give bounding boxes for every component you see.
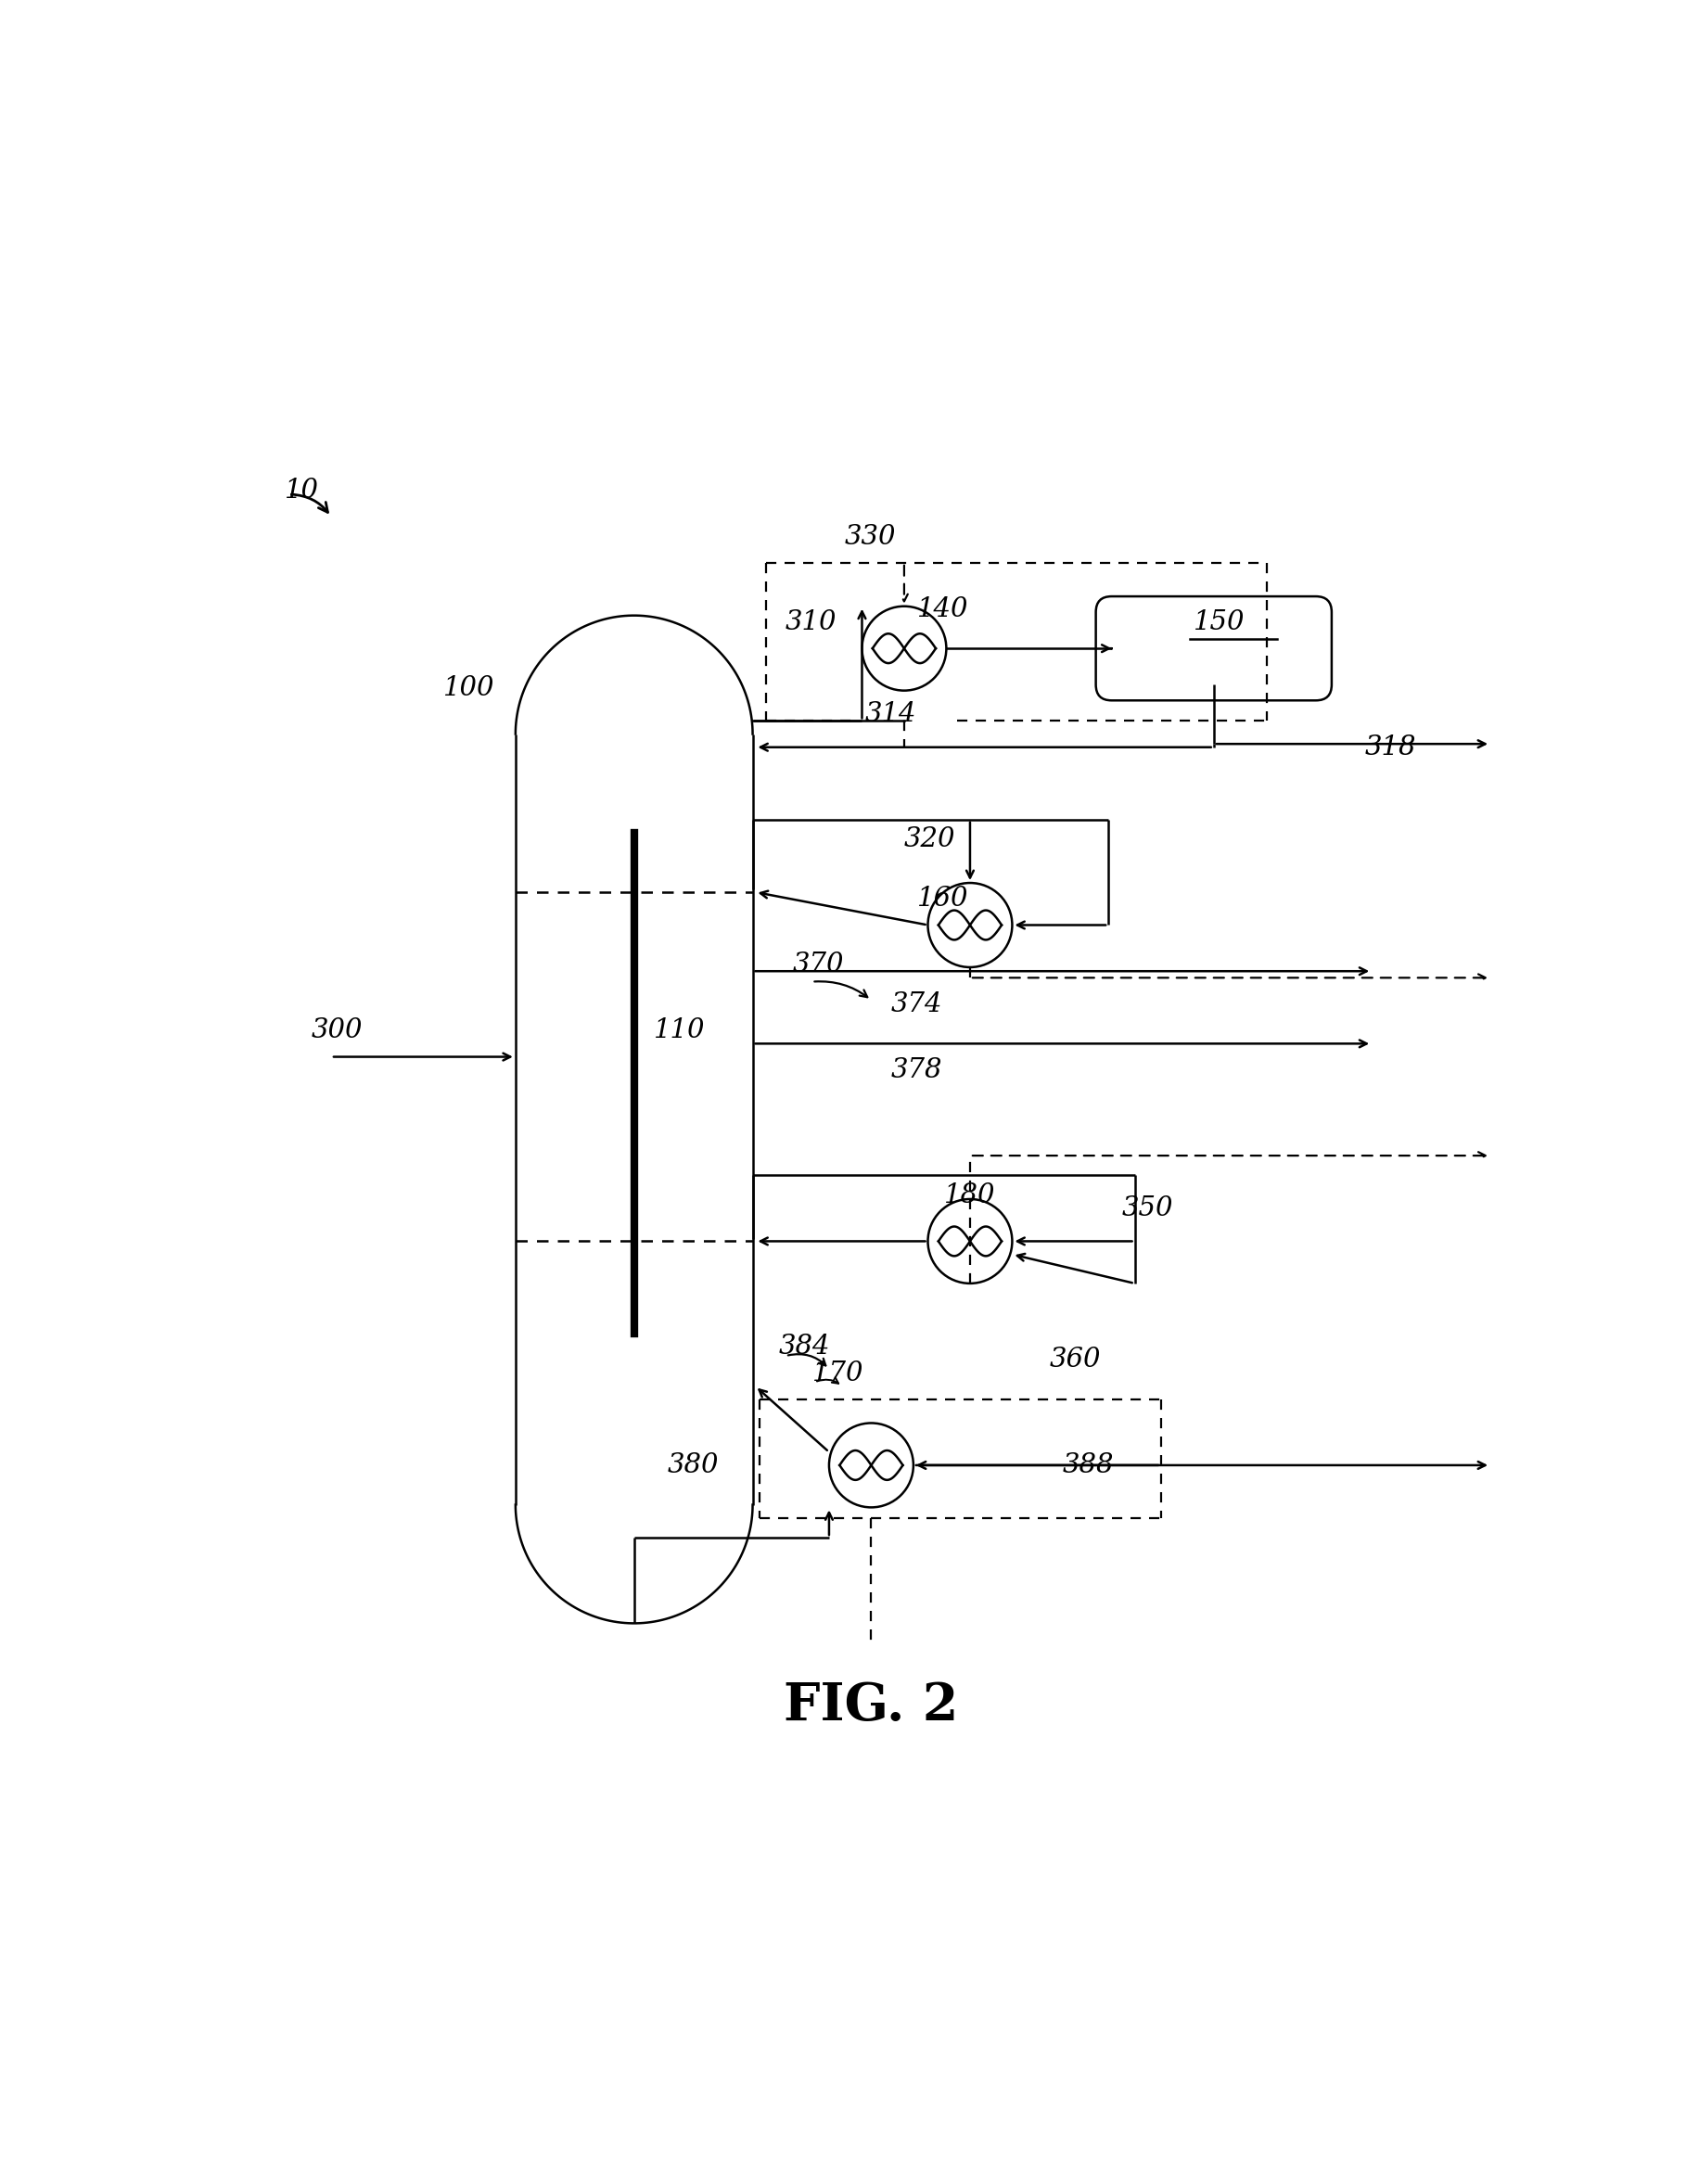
Text: 374: 374	[890, 992, 941, 1018]
Text: 100: 100	[443, 675, 494, 701]
Text: 314: 314	[865, 701, 916, 727]
Text: 380: 380	[666, 1452, 719, 1479]
Text: 150: 150	[1193, 609, 1245, 636]
Text: 388: 388	[1062, 1452, 1113, 1479]
Text: 300: 300	[311, 1018, 362, 1044]
Text: 384: 384	[778, 1334, 831, 1361]
Text: 350: 350	[1121, 1195, 1172, 1221]
Text: 180: 180	[943, 1182, 994, 1208]
Text: 10: 10	[285, 478, 319, 505]
Text: 160: 160	[917, 887, 968, 913]
Text: FIG. 2: FIG. 2	[783, 1682, 958, 1732]
Text: 110: 110	[654, 1018, 705, 1044]
Text: 370: 370	[792, 952, 843, 978]
Text: 360: 360	[1048, 1348, 1099, 1374]
Text: 320: 320	[904, 826, 955, 852]
Text: 140: 140	[917, 596, 968, 622]
Text: 330: 330	[844, 524, 895, 550]
Text: 378: 378	[890, 1057, 941, 1083]
Text: 318: 318	[1364, 734, 1415, 760]
Text: 170: 170	[812, 1361, 863, 1387]
Text: 310: 310	[785, 609, 836, 636]
